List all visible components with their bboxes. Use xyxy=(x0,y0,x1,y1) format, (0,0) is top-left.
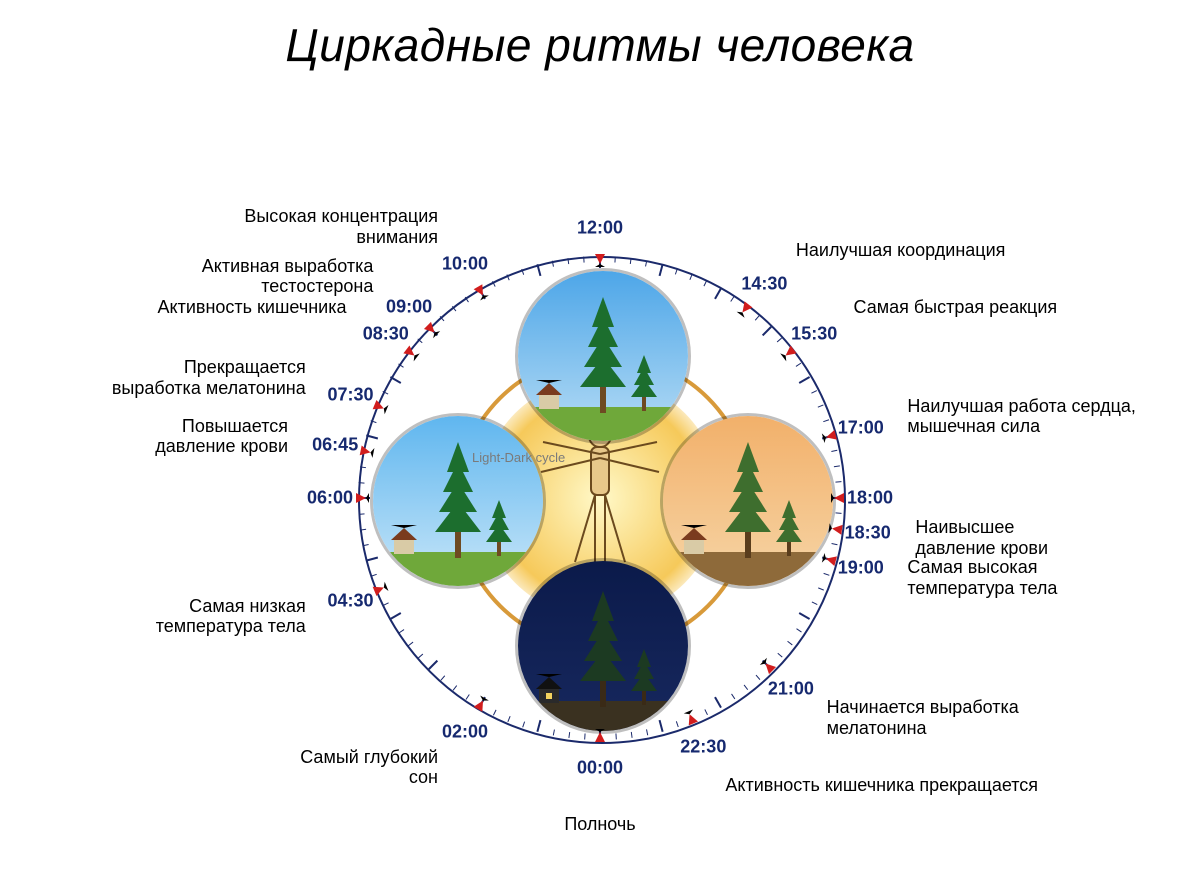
desc-7: Начинается выработкамелатонина xyxy=(827,697,1019,738)
time-1700: 17:00 xyxy=(838,418,884,439)
scene-left xyxy=(370,413,546,589)
desc-10: Самый глубокийсон xyxy=(300,747,438,788)
page-title: Циркадные ритмы человека xyxy=(0,18,1200,72)
time-1200: 12:00 xyxy=(577,218,623,239)
time-1530: 15:30 xyxy=(791,323,837,344)
time-1000: 10:00 xyxy=(442,254,488,275)
desc-8: Активность кишечника прекращается xyxy=(725,775,1038,796)
time-0730: 07:30 xyxy=(328,384,374,405)
time-0200: 02:00 xyxy=(442,721,488,742)
time-1830: 18:30 xyxy=(845,523,891,544)
cycle-text: Light-Dark cycle xyxy=(472,450,565,465)
time-0430: 04:30 xyxy=(328,591,374,612)
time-0900: 09:00 xyxy=(386,297,432,318)
time-1430: 14:30 xyxy=(741,273,787,294)
clock-stage: Light-Dark cycle 12:00 14:30 Наилучшая коор… xyxy=(0,176,1200,876)
desc-9: Полночь xyxy=(564,814,635,835)
desc-6: Самая высокаятемпература тела xyxy=(907,557,1057,598)
time-0830: 08:30 xyxy=(363,323,409,344)
time-0645: 06:45 xyxy=(312,435,358,456)
time-2230: 22:30 xyxy=(680,737,726,758)
time-1900: 19:00 xyxy=(838,557,884,578)
time-0000: 00:00 xyxy=(577,758,623,779)
desc-11: Самая низкаятемпература тела xyxy=(156,596,306,637)
desc-14: Прекращаетсявыработка мелатонина xyxy=(112,357,306,398)
time-0600: 06:00 xyxy=(307,488,353,509)
desc-17: Высокая концентрациявнимания xyxy=(244,206,438,247)
desc-16: Активная выработкатестостерона xyxy=(202,256,374,297)
desc-1: Наилучшая координация xyxy=(796,240,1005,261)
time-2100: 21:00 xyxy=(768,678,814,699)
desc-5: Наивысшеедавление крови xyxy=(915,517,1048,558)
desc-2: Самая быстрая реакция xyxy=(854,297,1058,318)
desc-3: Наилучшая работа сердца,мышечная сила xyxy=(907,396,1136,437)
time-1800: 18:00 xyxy=(847,488,893,509)
desc-15: Активность кишечника xyxy=(158,297,347,318)
desc-13: Повышаетсядавление крови xyxy=(155,416,288,457)
